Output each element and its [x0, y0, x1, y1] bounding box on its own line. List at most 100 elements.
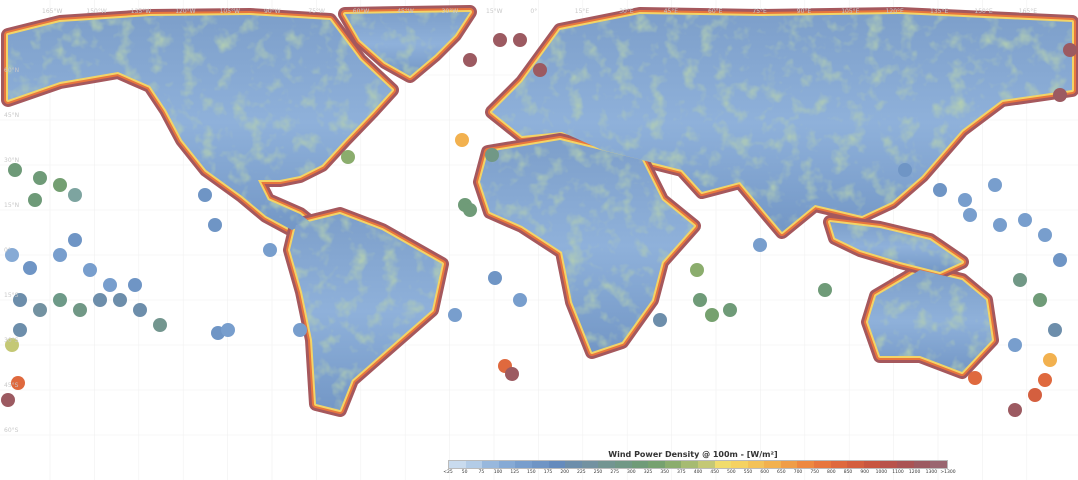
island-wind-area: [221, 323, 235, 337]
lon-label: 90°W: [264, 8, 281, 15]
legend-tick-label: 225: [577, 470, 586, 475]
island-wind-area: [5, 248, 19, 262]
legend-swatch: [913, 461, 931, 468]
lat-label: 60°N: [4, 67, 20, 74]
island-wind-area: [133, 303, 147, 317]
island-wind-area: [1008, 403, 1022, 417]
island-wind-area: [485, 148, 499, 162]
island-wind-area: [5, 338, 19, 352]
island-wind-area: [113, 293, 127, 307]
island-wind-area: [28, 193, 42, 207]
legend-tick-label: <25: [443, 470, 453, 475]
lat-label: 15°N: [4, 202, 20, 209]
legend-swatch: [697, 461, 715, 468]
legend-tick-label: 250: [593, 470, 603, 475]
legend-tick-label: 650: [777, 470, 786, 475]
lon-label: 60°W: [352, 8, 370, 15]
island-wind-area: [73, 303, 87, 317]
island-wind-area: [1063, 43, 1077, 57]
legend-tick-label: 800: [827, 470, 836, 475]
legend-tick-label: 200: [560, 470, 569, 475]
island-wind-area: [53, 248, 67, 262]
lon-label: 75°E: [752, 8, 767, 15]
legend-tick-label: 150: [527, 470, 536, 475]
legend-color-bar: [448, 460, 948, 469]
lon-label: 30°E: [619, 8, 634, 15]
lon-label: 105°W: [219, 8, 240, 15]
legend-tick-label: 275: [610, 470, 619, 475]
lat-label: 30°S: [4, 337, 19, 344]
island-wind-area: [463, 203, 477, 217]
legend-tick-label: 100: [493, 470, 503, 475]
legend-tick-label: 750: [810, 470, 819, 475]
island-wind-area: [1018, 213, 1032, 227]
legend-swatch: [482, 461, 499, 468]
legend-swatch: [565, 461, 582, 468]
legend-swatch: [847, 461, 864, 468]
lat-label: 60°S: [4, 427, 19, 434]
island-wind-area: [493, 33, 507, 47]
island-wind-area: [208, 218, 222, 232]
legend-swatch: [548, 461, 566, 468]
legend-swatch: [614, 461, 632, 468]
lon-label: 30°W: [441, 8, 459, 15]
island-wind-area: [153, 318, 167, 332]
legend-tick-label: 700: [793, 470, 803, 475]
island-wind-area: [448, 308, 462, 322]
island-wind-area: [33, 171, 47, 185]
island-wind-area: [963, 208, 977, 222]
island-wind-area: [53, 178, 67, 192]
legend-tick-label: 1000: [875, 470, 888, 475]
lat-label: 30°N: [4, 157, 20, 164]
legend-swatch: [780, 461, 798, 468]
lon-label: 165°W: [42, 8, 63, 15]
island-wind-area: [1013, 273, 1027, 287]
legend-tick-label: 75: [478, 470, 485, 475]
island-wind-area: [13, 293, 27, 307]
island-wind-area: [1053, 253, 1067, 267]
island-wind-area: [958, 193, 972, 207]
island-wind-area: [93, 293, 107, 307]
lon-label: 75°W: [308, 8, 325, 15]
lat-label: 45°S: [4, 382, 19, 389]
legend-tick-label: 1300: [925, 470, 938, 475]
legend-swatch: [681, 461, 698, 468]
island-wind-area: [1008, 338, 1022, 352]
lon-label: 45°W: [397, 8, 414, 15]
legend-swatch: [581, 461, 599, 468]
legend-tick-label: 400: [693, 470, 703, 475]
island-wind-area: [993, 218, 1007, 232]
island-wind-area: [53, 293, 67, 307]
island-wind-area: [753, 238, 767, 252]
island-wind-area: [128, 278, 142, 292]
lon-label: 0°: [530, 8, 538, 15]
legend-swatch: [897, 461, 914, 468]
lon-label: 45°E: [663, 8, 679, 15]
legend-tick-label: 550: [743, 470, 753, 475]
legend-tick-label: 500: [727, 470, 736, 475]
island-wind-area: [293, 323, 307, 337]
legend-swatch: [747, 461, 765, 468]
island-wind-area: [693, 293, 707, 307]
lon-label: 15°E: [574, 8, 590, 15]
island-wind-area: [23, 261, 37, 275]
island-wind-area: [933, 183, 947, 197]
island-wind-area: [1028, 388, 1042, 402]
island-wind-area: [488, 271, 502, 285]
lon-label: 135°W: [130, 8, 152, 15]
island-wind-area: [1038, 228, 1052, 242]
island-wind-area: [1048, 323, 1062, 337]
island-wind-area: [455, 133, 469, 147]
island-wind-area: [968, 371, 982, 385]
legend-swatch: [664, 461, 682, 468]
island-wind-area: [198, 188, 212, 202]
lon-label: 60°E: [708, 8, 723, 15]
island-wind-area: [818, 283, 832, 297]
island-wind-area: [505, 367, 519, 381]
legend-tick-label: 600: [760, 470, 769, 475]
lat-label: 0°: [4, 247, 11, 254]
lat-label: 45°N: [4, 112, 20, 119]
island-wind-area: [8, 163, 22, 177]
island-wind-area: [690, 263, 704, 277]
